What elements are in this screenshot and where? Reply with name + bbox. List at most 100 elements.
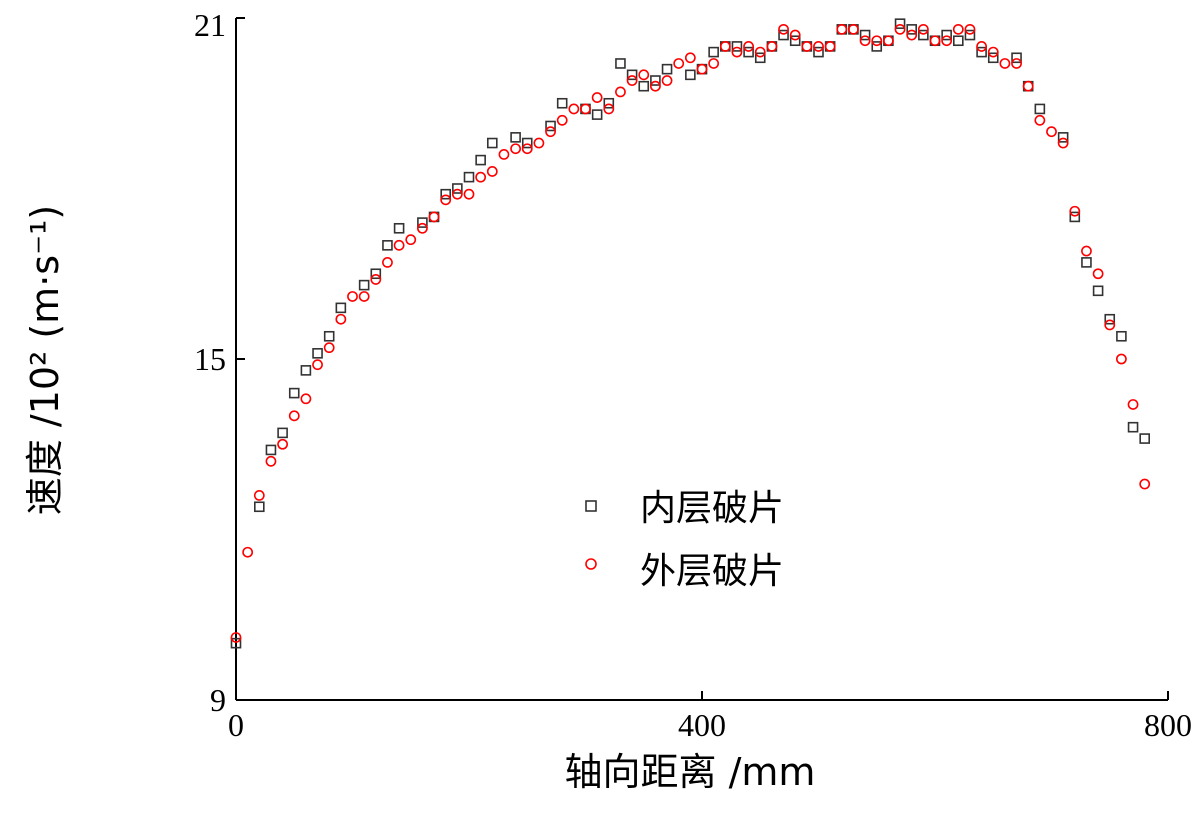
data-point-circle xyxy=(1057,137,1069,149)
data-point-square xyxy=(277,427,288,439)
data-point-circle xyxy=(696,63,708,75)
data-point-square xyxy=(370,268,382,280)
data-point-square xyxy=(650,75,661,86)
data-point-square xyxy=(288,387,300,399)
data-point-circle xyxy=(556,114,568,126)
data-point-square xyxy=(300,365,312,376)
data-point-circle xyxy=(253,489,265,501)
data-point-circle xyxy=(405,234,417,246)
data-point-circle xyxy=(638,69,650,81)
data-point-circle xyxy=(626,75,638,86)
data-point-square xyxy=(382,240,393,251)
data-point-square xyxy=(1034,103,1046,115)
data-point-circle xyxy=(358,291,370,302)
y-axis-title: 速度 /10² (m·s⁻¹) xyxy=(23,205,67,515)
data-point-circle xyxy=(719,41,731,52)
data-point-square xyxy=(265,444,277,456)
data-point-circle xyxy=(929,35,941,47)
data-point-circle xyxy=(1139,478,1151,490)
data-point-circle xyxy=(335,313,347,325)
data-point-square xyxy=(486,137,498,149)
data-point-square xyxy=(626,69,638,81)
data-point-square xyxy=(254,501,265,513)
data-point-circle xyxy=(580,103,591,115)
data-point-circle xyxy=(1069,205,1081,217)
data-point-square xyxy=(452,183,463,194)
data-point-circle xyxy=(1011,58,1022,69)
x-tick-label: 400 xyxy=(678,707,726,743)
data-point-square xyxy=(1116,330,1127,342)
data-point-square xyxy=(545,120,556,132)
data-point-circle xyxy=(731,46,743,58)
data-point-circle xyxy=(428,211,440,223)
legend-label-outer: 外层破片 xyxy=(640,551,784,592)
data-point-circle xyxy=(615,86,626,98)
data-point-square xyxy=(906,24,918,35)
data-point-circle xyxy=(684,52,696,64)
data-point-circle xyxy=(964,23,976,35)
data-point-circle xyxy=(451,188,463,200)
data-point-circle xyxy=(824,41,836,52)
data-point-square xyxy=(603,97,615,109)
data-point-square xyxy=(312,348,323,359)
data-point-circle xyxy=(603,103,615,115)
data-point-square xyxy=(1139,433,1150,444)
data-point-square xyxy=(638,80,650,92)
series-outer xyxy=(230,23,1151,643)
data-point-square xyxy=(615,58,626,69)
data-point-circle xyxy=(941,35,953,47)
data-point-square xyxy=(941,29,952,41)
data-point-circle xyxy=(1081,245,1092,257)
legend: 内层破片 外层破片 xyxy=(585,488,784,592)
data-point-circle xyxy=(836,23,848,35)
data-point-square xyxy=(510,132,521,143)
data-point-circle xyxy=(545,126,556,138)
data-point-square xyxy=(871,41,883,52)
data-point-circle xyxy=(778,23,789,35)
legend-label-inner: 内层破片 xyxy=(640,488,784,529)
data-point-square xyxy=(743,46,754,58)
data-point-square xyxy=(335,302,347,314)
data-point-circle xyxy=(323,342,335,354)
data-point-square xyxy=(1081,257,1092,268)
data-point-circle xyxy=(743,41,754,52)
data-point-circle xyxy=(475,171,487,183)
data-point-circle xyxy=(906,29,918,41)
data-point-square xyxy=(521,137,533,149)
data-point-circle xyxy=(498,148,510,160)
data-point-square xyxy=(754,52,766,64)
data-point-circle xyxy=(661,75,673,86)
data-point-square xyxy=(708,46,719,58)
y-tick-label: 9 xyxy=(210,682,226,718)
data-point-circle xyxy=(999,58,1011,69)
data-point-circle xyxy=(848,23,859,35)
data-point-circle xyxy=(416,222,428,234)
data-point-circle xyxy=(650,80,661,92)
data-point-circle xyxy=(766,41,778,52)
data-point-circle xyxy=(242,546,254,558)
data-point-square xyxy=(1057,132,1069,143)
data-point-circle xyxy=(370,274,382,285)
data-point-square xyxy=(323,330,335,342)
data-point-circle xyxy=(1127,399,1139,410)
data-point-square xyxy=(440,188,452,200)
data-point-square xyxy=(1011,52,1022,64)
x-tick-label: 0 xyxy=(228,707,244,743)
data-point-square xyxy=(661,63,673,75)
plot-area: 0 400 800 9 15 21 xyxy=(194,7,1192,743)
data-point-circle xyxy=(265,455,277,467)
data-point-circle xyxy=(708,58,720,69)
data-point-circle xyxy=(510,143,521,155)
data-point-square xyxy=(556,97,568,109)
data-point-square xyxy=(475,154,486,166)
data-point-circle xyxy=(917,23,929,35)
data-point-circle xyxy=(521,143,533,155)
data-point-circle xyxy=(277,438,288,450)
data-point-square xyxy=(987,52,999,64)
data-point-square xyxy=(463,171,475,183)
data-point-circle xyxy=(486,166,498,177)
legend-marker-inner xyxy=(585,500,597,512)
data-point-square xyxy=(859,29,871,41)
data-point-circle xyxy=(1104,319,1116,331)
